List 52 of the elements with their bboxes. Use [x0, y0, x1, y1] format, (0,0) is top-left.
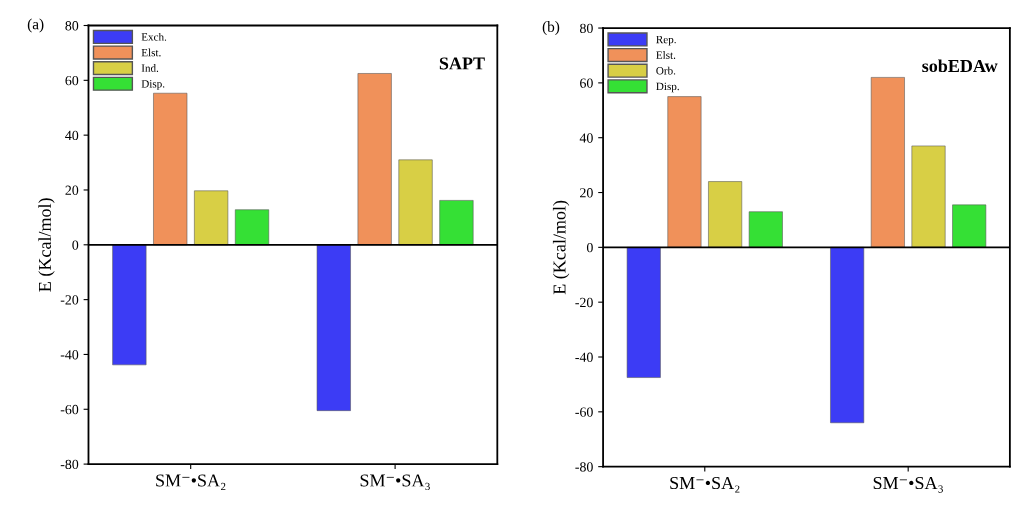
y-tick-label: -80	[60, 459, 79, 470]
y-tick-label: 60	[580, 78, 593, 88]
bar	[952, 204, 987, 248]
legend-label: Ind.	[141, 64, 159, 72]
y-tick-label: 0	[586, 242, 593, 253]
bar	[153, 92, 188, 246]
bar	[748, 211, 783, 248]
legend-label: Elst.	[656, 51, 676, 59]
y-tick-label: -20	[575, 297, 593, 308]
y-tick-label: -80	[575, 462, 593, 472]
annotation: SAPT	[439, 57, 485, 70]
legend-label: Rep.	[656, 35, 676, 46]
text: (b)	[542, 21, 560, 35]
bar	[667, 96, 702, 248]
bar	[398, 159, 433, 246]
y-tick-label: -40	[60, 350, 79, 360]
y-tick-label: -20	[60, 295, 79, 305]
x-tick-label: SM⁻•SA₂	[670, 476, 740, 493]
legend-label: Disp.	[656, 82, 679, 93]
bar	[830, 247, 865, 424]
y-tick-label: 20	[580, 188, 593, 198]
y-tick-label: -60	[60, 404, 79, 415]
y-tick-label: 20	[65, 185, 79, 195]
y-tick-label: 60	[65, 75, 79, 86]
text: (a)	[27, 18, 44, 33]
x-tick-label: SM⁻•SA₂	[156, 474, 226, 491]
legend-label: Orb.	[656, 66, 676, 75]
legend-label: Elst.	[141, 48, 161, 57]
bar	[870, 77, 905, 248]
y-tick-label: 40	[579, 133, 593, 143]
bar	[357, 73, 392, 246]
y-tick-label: 80	[580, 23, 593, 34]
bar	[234, 209, 270, 246]
y-tick-label: -60	[575, 407, 593, 417]
y-tick-label: 0	[72, 240, 79, 250]
y-tick-label: -40	[575, 352, 593, 362]
bar	[194, 190, 229, 246]
legend-label: Exch.	[141, 32, 167, 41]
y-axis-title: E (Kcal/mol)	[552, 200, 570, 295]
x-tick-label: SM⁻•SA₃	[360, 474, 430, 491]
annotation: sobEDAw	[922, 59, 998, 73]
bar	[112, 244, 147, 366]
bar	[316, 244, 351, 411]
bar	[439, 200, 474, 246]
y-tick-label: 80	[65, 21, 79, 31]
y-tick-label: 40	[65, 130, 79, 141]
bar	[708, 181, 743, 248]
legend-label: Disp.	[141, 80, 165, 90]
bar	[626, 247, 661, 378]
bar	[911, 145, 946, 248]
x-tick-label: SM⁻•SA₃	[873, 476, 943, 493]
y-axis-title: E (Kcal/mol)	[38, 198, 55, 292]
